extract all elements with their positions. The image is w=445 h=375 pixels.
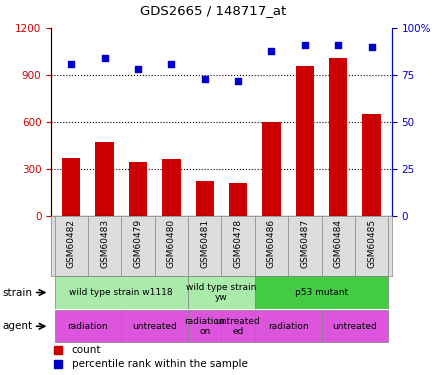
Point bbox=[134, 66, 142, 72]
Text: p53 mutant: p53 mutant bbox=[295, 288, 348, 297]
Point bbox=[301, 42, 308, 48]
FancyBboxPatch shape bbox=[255, 310, 322, 342]
Bar bbox=[62, 158, 81, 216]
Text: strain: strain bbox=[2, 288, 32, 297]
Text: untreated: untreated bbox=[132, 322, 177, 331]
Text: GSM60480: GSM60480 bbox=[167, 219, 176, 268]
FancyBboxPatch shape bbox=[55, 310, 121, 342]
FancyBboxPatch shape bbox=[121, 310, 188, 342]
Bar bbox=[262, 122, 281, 216]
Bar bbox=[95, 142, 114, 216]
FancyBboxPatch shape bbox=[188, 276, 255, 309]
Text: percentile rank within the sample: percentile rank within the sample bbox=[72, 359, 247, 369]
Text: GSM60482: GSM60482 bbox=[67, 219, 76, 268]
FancyBboxPatch shape bbox=[255, 276, 388, 309]
Point bbox=[201, 76, 208, 82]
FancyBboxPatch shape bbox=[222, 310, 255, 342]
Text: GSM60478: GSM60478 bbox=[234, 219, 243, 268]
Text: GSM60487: GSM60487 bbox=[300, 219, 309, 268]
Text: wild type strain
yw: wild type strain yw bbox=[186, 283, 257, 302]
Text: untreated
ed: untreated ed bbox=[216, 316, 260, 336]
FancyBboxPatch shape bbox=[55, 276, 188, 309]
Bar bbox=[329, 58, 348, 216]
Point bbox=[368, 44, 375, 50]
Bar bbox=[129, 162, 147, 216]
Text: GSM60481: GSM60481 bbox=[200, 219, 209, 268]
Bar bbox=[162, 159, 181, 216]
Text: radiation
on: radiation on bbox=[184, 316, 225, 336]
Text: count: count bbox=[72, 345, 101, 355]
Bar bbox=[295, 66, 314, 216]
Text: radiation: radiation bbox=[68, 322, 108, 331]
FancyBboxPatch shape bbox=[188, 310, 222, 342]
Point bbox=[268, 48, 275, 54]
Text: GSM60485: GSM60485 bbox=[367, 219, 376, 268]
Text: GSM60479: GSM60479 bbox=[134, 219, 142, 268]
Bar bbox=[362, 114, 381, 216]
Point bbox=[235, 78, 242, 84]
Text: GSM60484: GSM60484 bbox=[334, 219, 343, 268]
Text: GDS2665 / 148717_at: GDS2665 / 148717_at bbox=[141, 4, 287, 17]
Point bbox=[335, 42, 342, 48]
Text: wild type strain w1118: wild type strain w1118 bbox=[69, 288, 173, 297]
Text: agent: agent bbox=[2, 321, 32, 331]
Point bbox=[101, 55, 108, 61]
Text: radiation: radiation bbox=[268, 322, 308, 331]
Text: GSM60486: GSM60486 bbox=[267, 219, 276, 268]
Point bbox=[68, 61, 75, 67]
FancyBboxPatch shape bbox=[322, 310, 388, 342]
Text: untreated: untreated bbox=[332, 322, 377, 331]
Point bbox=[168, 61, 175, 67]
Bar bbox=[229, 183, 247, 216]
Text: GSM60483: GSM60483 bbox=[100, 219, 109, 268]
Bar bbox=[195, 181, 214, 216]
